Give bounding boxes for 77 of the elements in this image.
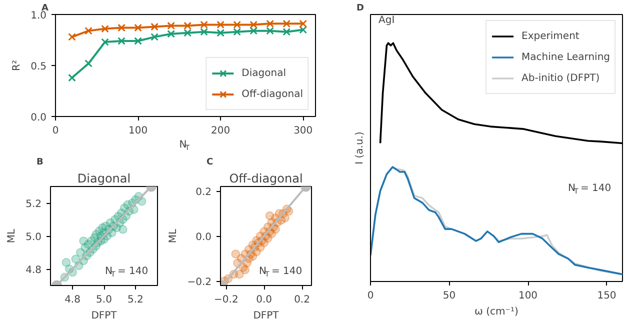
point — [282, 20, 291, 28]
point — [167, 22, 175, 30]
x-tick-label: 0 — [52, 126, 59, 136]
y-tick-label: 0.0 — [30, 112, 47, 124]
x-tick-label: 50 — [442, 290, 456, 302]
legend-label: Ab-initio (DFPT) — [522, 72, 600, 84]
chart-title: Diagonal — [77, 172, 131, 186]
x-tick-label: 100 — [518, 290, 538, 302]
x-tick-label: 200 — [211, 126, 230, 136]
point — [250, 20, 258, 29]
legend-label: Machine Learning — [522, 52, 610, 62]
x-tick-label: 5.2 — [128, 294, 144, 306]
legend-label: Diagonal — [242, 68, 286, 78]
x-axis-title: DFPT — [91, 310, 118, 322]
point — [233, 28, 242, 36]
y-tick-label: −0.2 — [187, 277, 212, 288]
y-tick-label: 5.0 — [26, 232, 42, 243]
y-tick-label: 1.0 — [30, 10, 47, 22]
point — [101, 24, 109, 33]
point — [134, 37, 142, 45]
point — [134, 24, 142, 32]
y-tick-label: 0.2 — [196, 187, 212, 198]
x-tick-label: 300 — [294, 126, 313, 136]
text: D — [356, 4, 364, 14]
text: AgI — [378, 15, 395, 26]
x-tick-label: 4.8 — [64, 294, 80, 306]
point — [101, 38, 109, 46]
y-tick-label: 0.5 — [30, 62, 47, 72]
point — [233, 20, 242, 29]
text: C — [206, 158, 214, 168]
point — [150, 22, 158, 31]
point — [118, 37, 126, 45]
x-tick-label: 0 — [367, 290, 374, 302]
chart-title: Off-diagonal — [229, 172, 303, 186]
text: B — [36, 158, 44, 168]
point — [231, 250, 240, 258]
y-tick-label: 4.8 — [26, 265, 42, 276]
y-axis-title: ML — [168, 228, 180, 244]
point — [216, 28, 225, 37]
x-tick-label: −0.2 — [214, 294, 238, 306]
x-tick-label: 5.0 — [96, 294, 112, 306]
point — [118, 24, 126, 32]
point — [184, 22, 192, 30]
point — [79, 236, 88, 246]
y-axis-title: ML — [6, 228, 18, 244]
point — [68, 74, 76, 82]
point — [282, 28, 291, 36]
x-axis-title: DFPT — [253, 310, 280, 322]
x-tick-label: 100 — [128, 126, 148, 136]
point — [266, 26, 274, 35]
y-axis-title: I (a.u.) — [354, 132, 366, 164]
y-tick-label: 5.2 — [26, 199, 42, 210]
legend-label: Experiment — [522, 30, 580, 42]
point — [200, 20, 208, 29]
point — [150, 33, 158, 41]
point — [84, 60, 92, 68]
point — [68, 33, 76, 41]
point — [299, 26, 308, 34]
legend-label: Off-diagonal — [242, 88, 303, 100]
x-axis-title: ω (cm⁻¹) — [474, 306, 519, 318]
point — [299, 20, 308, 28]
point — [84, 26, 92, 35]
point — [167, 30, 175, 38]
y-axis-title: R² — [12, 60, 23, 71]
point — [240, 265, 250, 274]
point — [216, 20, 225, 29]
point — [265, 211, 274, 220]
point — [266, 20, 274, 28]
point — [200, 28, 208, 36]
x-tick-label: 0.0 — [256, 294, 272, 306]
point — [184, 28, 192, 37]
point — [250, 26, 258, 35]
point — [62, 258, 71, 267]
point — [118, 224, 128, 234]
x-tick-label: 150 — [597, 290, 616, 302]
y-tick-label: 0.0 — [196, 232, 212, 243]
x-tick-label: 0.2 — [294, 294, 310, 306]
